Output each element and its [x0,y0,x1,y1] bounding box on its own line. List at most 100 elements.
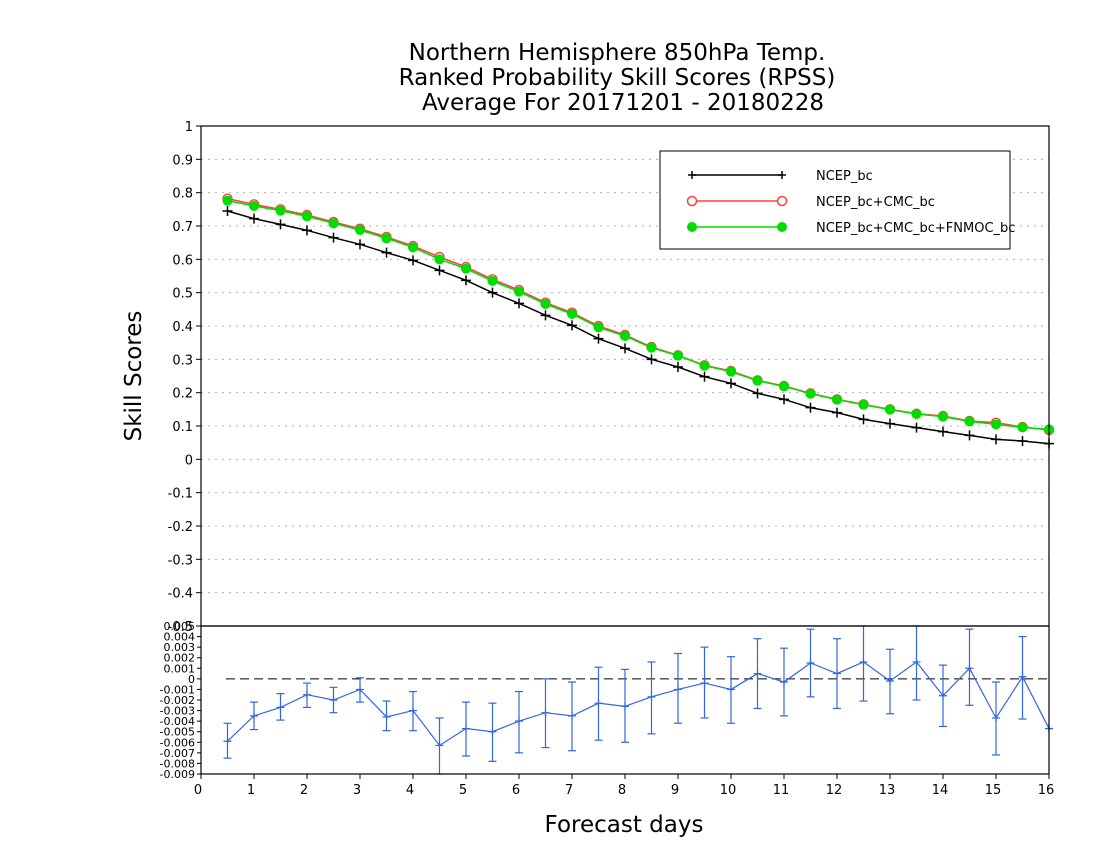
y-tick-label: 0.3 [172,353,193,368]
data-point [514,286,524,297]
data-point [832,394,842,405]
y-tick-label: 0.8 [172,187,193,202]
y-tick-label: -0.001 [160,683,195,696]
y-tick-label: -0.009 [160,768,195,781]
y-tick-label: -0.007 [160,747,195,760]
legend-box [659,150,1011,250]
data-point [752,388,763,399]
data-point [699,371,710,382]
y-tick-label: 0.003 [164,641,196,654]
y-tick-label: 0.5 [172,287,193,302]
data-point [328,218,339,229]
x-tick-label: 10 [720,783,737,798]
x-tick-label: 12 [826,783,843,798]
data-point [727,685,735,694]
data-point [912,657,921,666]
x-tick-label: 7 [565,783,573,798]
data-point [328,232,339,243]
data-point [886,676,894,685]
data-point [514,298,524,309]
data-point [938,426,948,437]
error-bars [223,625,1053,775]
y-tick-label: 0 [185,453,193,468]
data-point [621,702,629,711]
legend-label-ncep-bc: NCEP_bc [816,169,873,184]
x-tick-label: 8 [618,783,626,798]
data-point [594,699,603,708]
data-point [620,343,630,354]
y-tick-label: 0.4 [172,320,193,335]
data-point [673,350,683,361]
data-point [329,696,338,704]
y-tick-label: -0.3 [168,553,193,568]
data-point [673,362,683,372]
bottom-y-ticks: 0.0050.0040.0030.0020.0010-0.001-0.002-0… [160,620,201,781]
y-tick-label: 0.1 [172,420,193,435]
x-tick-label: 4 [406,783,414,798]
data-point [647,692,656,701]
data-point [779,381,789,392]
data-point [911,422,922,433]
data-point [806,659,815,667]
data-point [249,201,259,211]
data-point [515,717,523,726]
y-tick-label: 0.6 [172,253,193,268]
y-tick-label: -0.006 [160,736,195,749]
data-point [222,195,233,206]
difference-series-line [227,661,1050,747]
x-tick-label: 11 [773,783,790,798]
title-line-1: Northern Hemisphere 850hPa Temp. [409,40,826,66]
data-point [991,434,1001,445]
data-point [408,255,418,266]
data-point [1018,672,1027,681]
data-point [911,409,922,419]
y-tick-label: -0.004 [160,715,195,728]
data-point [1017,436,1028,446]
data-point [858,414,869,425]
x-tick-label: 1 [247,783,255,798]
y-tick-label: 0.005 [164,620,196,633]
skill-score-panel: 1 0.9 0.8 0.7 0.6 0.5 0.4 0.3 0.2 0.1 0 -0.1 -0.2 -0.… [121,120,1055,635]
data-point [780,678,788,687]
title-line-3: Average For 20171201 - 20180228 [422,90,824,116]
data-point [488,727,497,736]
y-tick-label: -0.5 [168,620,193,635]
data-point [276,703,285,712]
data-point [275,205,286,216]
data-point [726,378,736,389]
y-tick-label: 0.001 [164,662,196,675]
x-tick-label: 14 [932,783,949,798]
data-point [991,419,1001,430]
data-point [833,669,841,678]
y-tick-label: -0.1 [168,487,193,502]
y-tick-label: -0.003 [160,705,195,718]
bottom-panel-frame [200,625,1050,775]
data-point [356,685,364,694]
y-tick-label: 1 [185,120,193,135]
data-point [302,211,312,222]
data-point [541,708,550,717]
x-tick-label: 2 [300,783,308,798]
x-tick-label: 6 [512,783,520,798]
data-point [964,430,975,441]
data-point [859,657,868,666]
data-point [382,712,391,721]
legend-marker-filled-circle [777,222,787,232]
data-point [302,225,312,236]
y-tick-label: -0.008 [160,757,195,770]
y-axis-label: Skill Scores [121,311,147,442]
data-point [540,299,551,309]
legend: NCEP_bc NCEP_bc+CMC_bc NCEP_bc+CMC_bc+FN… [659,150,1015,250]
data-point [540,310,551,321]
data-point [567,320,577,331]
data-point [832,407,842,418]
data-point [753,669,762,678]
y-tick-label: -0.005 [160,726,195,739]
y-tick-label: 0.004 [164,631,196,644]
data-point [461,263,471,274]
data-point [885,404,895,415]
data-point [355,225,365,235]
data-point [885,418,895,429]
y-tick-label: 0.2 [172,387,193,402]
